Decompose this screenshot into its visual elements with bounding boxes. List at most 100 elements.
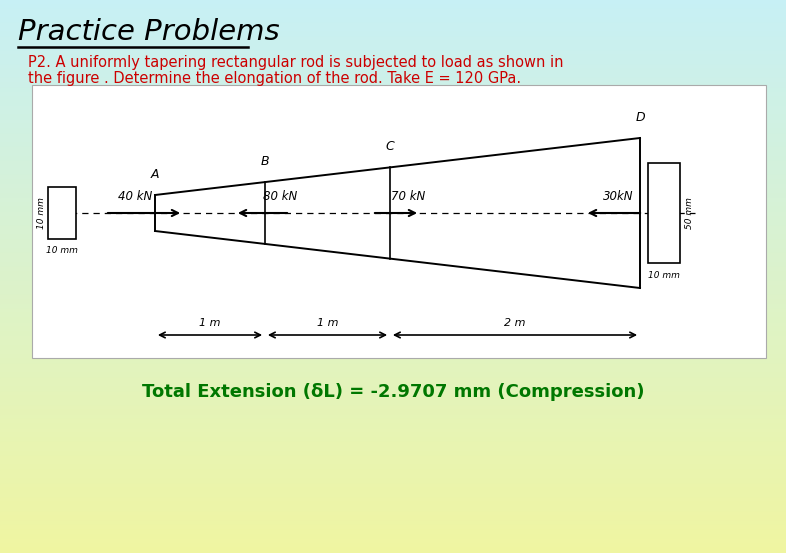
Bar [0,322,786,327]
Bar [0,350,786,355]
Bar [0,189,786,194]
Bar [0,461,786,466]
Bar [0,221,786,226]
Bar [0,51,786,55]
Text: 70 kN: 70 kN [391,190,425,203]
Bar [0,83,786,87]
Bar [0,0,786,4]
Text: B: B [261,155,270,168]
Bar [0,253,786,258]
Bar [0,369,786,373]
Bar [0,359,786,364]
Bar [0,452,786,456]
Bar [48,187,76,239]
Bar [0,87,786,92]
Bar [0,120,786,124]
Bar [0,479,786,484]
Bar [0,9,786,14]
Bar [0,170,786,175]
Bar [0,544,786,549]
Bar [0,65,786,69]
Bar [0,161,786,166]
Bar [0,198,786,203]
Bar [0,512,786,516]
Bar [0,327,786,332]
Bar [0,79,786,83]
Bar [648,163,680,263]
Bar [0,92,786,97]
Bar [0,184,786,189]
Text: 30kN: 30kN [603,190,634,203]
Bar [0,207,786,212]
Bar [0,355,786,359]
Text: 10 mm: 10 mm [648,271,680,280]
Text: Total Extension (δL) = -2.9707 mm (Compression): Total Extension (δL) = -2.9707 mm (Compr… [141,383,645,401]
Bar [0,424,786,429]
Bar [0,217,786,221]
Bar [0,239,786,244]
Bar [0,129,786,134]
Bar [0,295,786,300]
Bar [0,124,786,129]
Text: A: A [151,168,160,181]
Bar [0,286,786,290]
Bar [0,346,786,350]
Bar [0,447,786,452]
Bar [0,32,786,37]
Bar [0,442,786,447]
Bar [0,549,786,553]
Bar [0,373,786,378]
Bar [0,405,786,410]
Bar [32,85,766,358]
Text: 10 mm: 10 mm [46,246,78,255]
Bar [0,466,786,470]
Bar [0,101,786,106]
Bar [0,290,786,295]
Bar [0,263,786,267]
Bar [0,249,786,253]
Bar [0,4,786,9]
Bar [0,401,786,405]
Bar [0,231,786,235]
Bar [0,46,786,51]
Text: 1 m: 1 m [199,318,221,328]
Bar [0,419,786,424]
Bar [0,69,786,74]
Bar [0,332,786,336]
Bar [0,383,786,387]
Bar [0,156,786,161]
Bar [0,456,786,461]
Bar [0,410,786,415]
Bar [0,364,786,369]
Bar [0,314,786,318]
Bar [0,258,786,263]
Bar [0,226,786,231]
Bar [0,498,786,502]
Bar [0,134,786,138]
Bar [0,387,786,392]
Bar [0,516,786,521]
Bar [0,493,786,498]
Bar [0,507,786,512]
Text: D: D [635,111,645,124]
Bar [0,281,786,286]
Bar [0,309,786,314]
Bar [0,23,786,28]
Bar [0,194,786,198]
Bar [0,474,786,479]
Bar [0,336,786,341]
Bar [0,525,786,530]
Bar [0,166,786,170]
Text: 10 mm: 10 mm [38,197,46,229]
Bar [0,397,786,401]
Bar [0,175,786,180]
Bar [0,28,786,32]
Text: P2. A uniformly tapering rectangular rod is subjected to load as shown in: P2. A uniformly tapering rectangular rod… [28,55,564,70]
Bar [0,203,786,207]
Text: C: C [386,140,395,153]
Bar [0,111,786,115]
Bar [0,212,786,217]
Bar [0,14,786,18]
Bar [0,415,786,419]
Bar [0,152,786,156]
